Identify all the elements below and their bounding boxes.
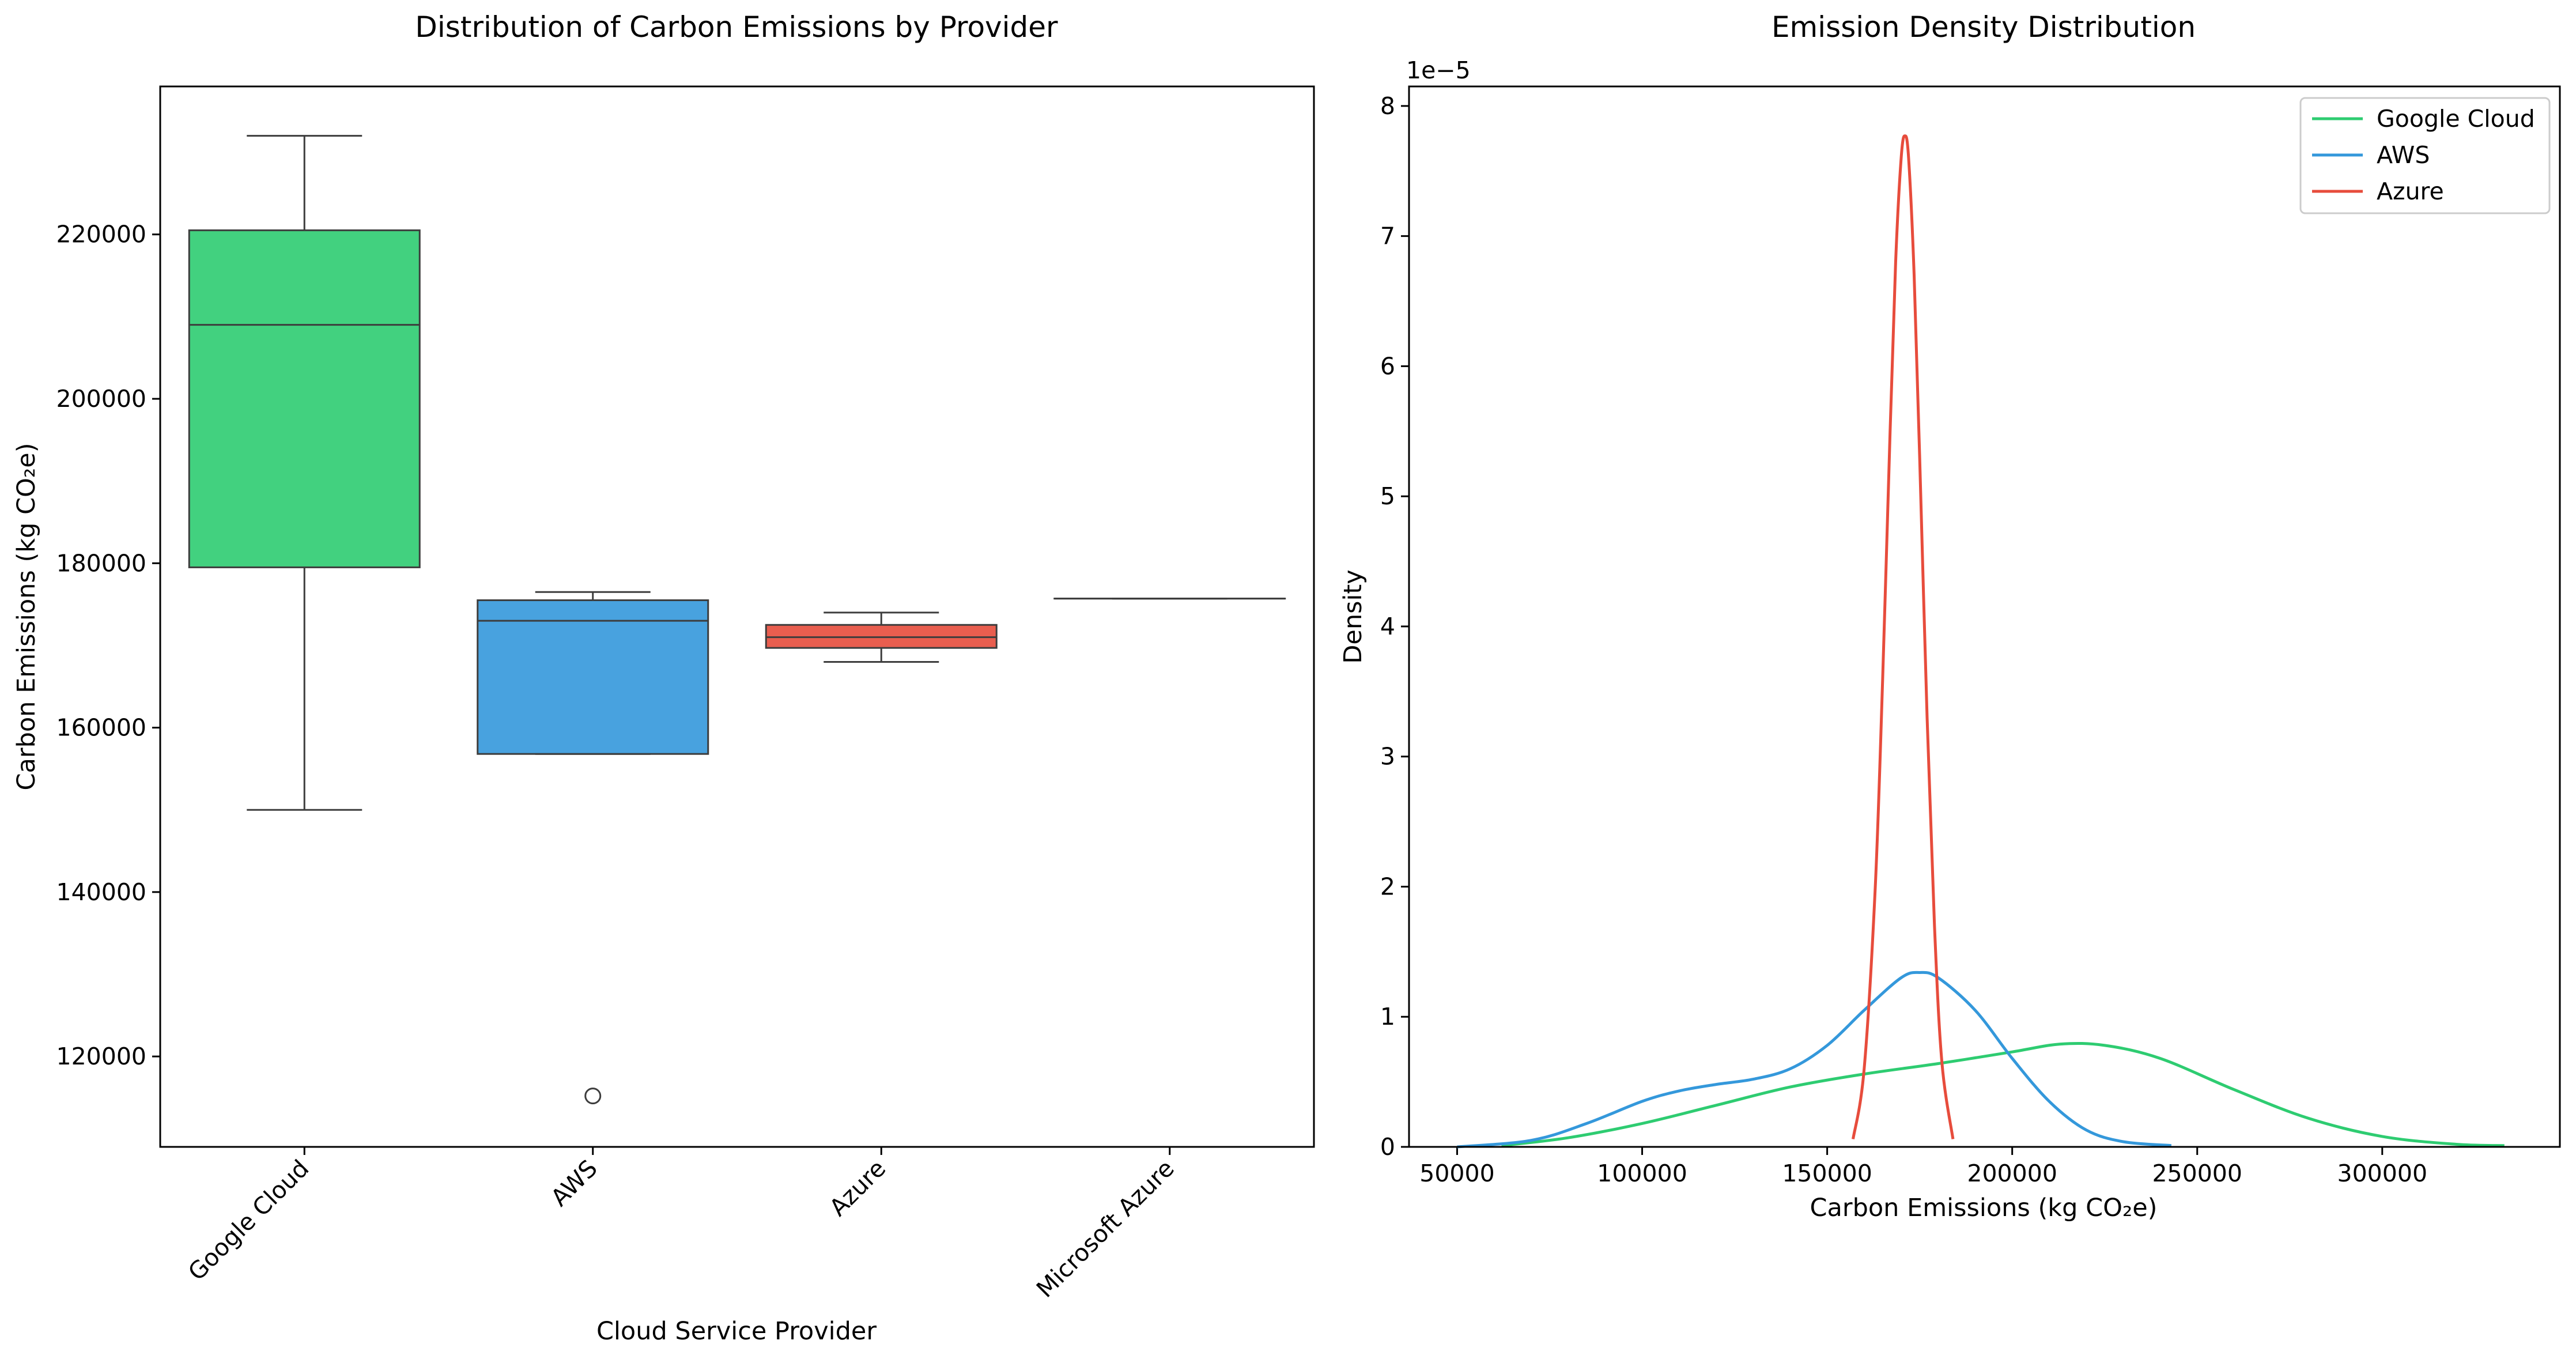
x-tick-label: 100000 — [1597, 1160, 1687, 1187]
legend-box — [2299, 97, 2551, 214]
box-plot-y-axis: 120000 140000 160000 180000 200000 220000 — [56, 221, 160, 1070]
y-tick-label: 8 — [1380, 92, 1395, 120]
y-tick-label: 160000 — [56, 714, 146, 742]
box-google-cloud — [188, 135, 421, 811]
y-tick-label: 180000 — [56, 549, 146, 577]
box-aws — [477, 591, 709, 1105]
y-tick-label: 5 — [1380, 482, 1395, 510]
box-body — [477, 599, 709, 755]
box-azure — [765, 611, 998, 663]
density-line-azure — [1852, 134, 1955, 1139]
density-x-label: Carbon Emissions (kg CO₂e) — [1810, 1194, 2158, 1222]
density-title: Emission Density Distribution — [1772, 10, 2196, 44]
y-tick-label: 220000 — [56, 221, 146, 248]
box-plot-marks — [188, 135, 1286, 1105]
y-tick-label: 3 — [1380, 743, 1395, 771]
x-tick-label: 50000 — [1419, 1160, 1494, 1187]
box-body — [188, 229, 421, 568]
density-chart: Emission Density Distribution 012345678 … — [1339, 10, 2561, 1222]
density-frame — [1408, 85, 2561, 1148]
density-series-lines — [1457, 134, 2505, 1149]
y-tick-label: 4 — [1380, 613, 1395, 640]
x-tick-label: 150000 — [1782, 1160, 1872, 1187]
y-tick-label: 7 — [1380, 222, 1395, 250]
box-plot-title: Distribution of Carbon Emissions by Prov… — [415, 10, 1058, 44]
y-tick-label: 120000 — [56, 1043, 146, 1070]
density-line-google-cloud — [1501, 1041, 2505, 1147]
box-plot-y-label: Carbon Emissions (kg CO₂e) — [12, 443, 41, 791]
density-y-label: Density — [1339, 569, 1368, 663]
density-y-scale-label: 1e−5 — [1406, 56, 1471, 84]
y-tick-label: 1 — [1380, 1003, 1395, 1030]
y-tick-label: 6 — [1380, 352, 1395, 380]
density-x-axis: 50000 100000 150000 200000 250000 300000 — [1419, 1147, 2427, 1187]
x-tick-label: 250000 — [2152, 1160, 2242, 1187]
box-plot-frame — [159, 85, 1315, 1148]
outlier-point — [584, 1088, 602, 1105]
legend: Google Cloud AWS Azure — [2299, 97, 2551, 214]
legend-label-aws: AWS — [2377, 141, 2430, 169]
y-tick-label: 2 — [1380, 873, 1395, 900]
y-tick-label: 140000 — [56, 878, 146, 906]
box-plot-x-label: Cloud Service Provider — [596, 1317, 877, 1346]
x-tick-label: 200000 — [1967, 1160, 2057, 1187]
legend-label-azure: Azure — [2377, 178, 2444, 205]
y-tick-label: 200000 — [56, 385, 146, 413]
density-line-aws — [1457, 971, 2171, 1149]
legend-label-google-cloud: Google Cloud — [2377, 105, 2535, 133]
y-tick-label: 0 — [1380, 1133, 1395, 1161]
density-y-axis: 0 1 2 3 4 5 6 7 8 — [1380, 92, 1409, 1161]
x-tick-label: 300000 — [2337, 1160, 2428, 1187]
